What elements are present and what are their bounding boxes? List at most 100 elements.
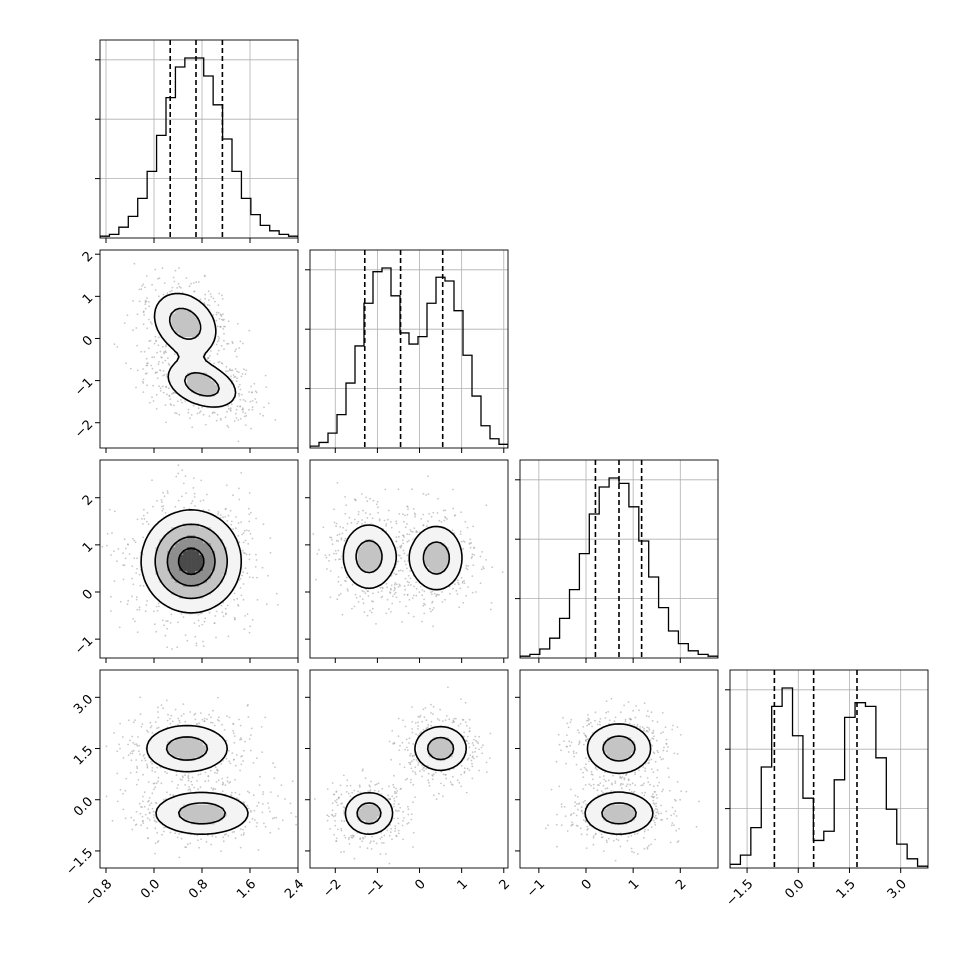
density-cell [163, 551, 168, 556]
scatter-point [231, 831, 234, 833]
scatter-point [182, 616, 185, 618]
density-cell [214, 578, 220, 584]
density-cell [159, 570, 164, 576]
density-cell [361, 527, 366, 532]
y-tick-label: 0 [80, 587, 96, 603]
density-cell [179, 543, 184, 548]
density-cell [218, 551, 224, 556]
scatter-point [146, 765, 149, 768]
density-cell [163, 337, 168, 342]
scatter-point [170, 714, 173, 717]
scatter-point [260, 726, 263, 728]
scatter-point [186, 639, 189, 642]
density-cell [183, 360, 188, 366]
density-cell [175, 325, 180, 330]
density-cell [159, 586, 164, 591]
scatter-point [131, 735, 133, 738]
scatter-point [351, 607, 353, 610]
scatter-point [223, 339, 225, 342]
scatter-point [215, 836, 217, 838]
scatter-point [340, 566, 343, 569]
scatter-point [262, 414, 264, 417]
scatter-point [110, 554, 112, 556]
scatter-point [463, 582, 466, 584]
scatter-point [408, 533, 411, 536]
density-cell [195, 364, 200, 370]
scatter-point [242, 532, 245, 534]
scatter-point [384, 488, 387, 491]
scatter-point [257, 849, 260, 851]
density-cell [432, 539, 438, 544]
density-cell [183, 309, 188, 314]
scatter-point [147, 362, 149, 365]
scatter-point [366, 500, 369, 503]
density-cell [210, 368, 216, 374]
scatter-point [259, 775, 261, 778]
scatter-point [248, 576, 251, 579]
scatter-point [457, 579, 459, 582]
scatter-point [166, 620, 169, 622]
density-cell [226, 396, 231, 401]
scatter-point [198, 411, 201, 414]
scatter-point [431, 609, 434, 611]
density-cell [214, 598, 220, 603]
scatter-point [422, 604, 425, 607]
density-cell [409, 551, 414, 556]
scatter-point [147, 731, 150, 733]
scatter-point [269, 537, 272, 539]
scatter-point [238, 383, 241, 386]
scatter-point [371, 600, 373, 602]
density-cell [191, 388, 196, 393]
scatter-point [265, 603, 268, 606]
density-cell [175, 559, 180, 564]
scatter-point [197, 281, 200, 283]
density-cell [167, 329, 172, 334]
scatter-point [402, 534, 404, 537]
scatter-point [233, 598, 236, 601]
scatter-point [175, 412, 178, 415]
scatter-point [191, 776, 194, 779]
scatter-point [159, 766, 162, 769]
density-cell [195, 539, 200, 544]
density-cell [234, 566, 239, 572]
scatter-point [173, 353, 176, 355]
density-cell [377, 566, 382, 572]
scatter-point [248, 738, 251, 740]
density-cell [191, 349, 196, 354]
density-cell [226, 547, 231, 552]
scatter-point [165, 620, 168, 622]
scatter-point [199, 786, 202, 789]
scatter-point [229, 407, 232, 410]
scatter-point [215, 419, 218, 422]
scatter-point [182, 713, 185, 715]
density-cell [373, 527, 378, 532]
density-cell [206, 578, 212, 584]
scatter-point [246, 704, 249, 707]
scatter-point [220, 419, 222, 421]
scatter-point [210, 721, 212, 724]
scatter-point [244, 826, 247, 828]
scatter-point [369, 609, 371, 612]
scatter-point [165, 345, 167, 348]
scatter-point [228, 760, 231, 763]
scatter-point [141, 285, 143, 287]
scatter-point [414, 516, 416, 518]
density-cell [428, 555, 434, 560]
density-cell [199, 376, 204, 381]
density-cell [199, 333, 204, 338]
scatter-point [295, 815, 297, 818]
density-cell [187, 368, 192, 374]
scatter-point [237, 419, 240, 421]
scatter-point [166, 719, 169, 722]
density-cell [436, 539, 441, 544]
density-cell [199, 562, 204, 568]
scatter-point [148, 804, 151, 806]
scatter-point [262, 793, 264, 796]
density-cell [210, 400, 216, 405]
scatter-point [161, 505, 163, 508]
scatter-point [403, 560, 406, 563]
scatter-point [225, 739, 228, 742]
scatter-point [224, 416, 227, 418]
density-cell [163, 325, 168, 330]
scatter-point [230, 791, 233, 794]
